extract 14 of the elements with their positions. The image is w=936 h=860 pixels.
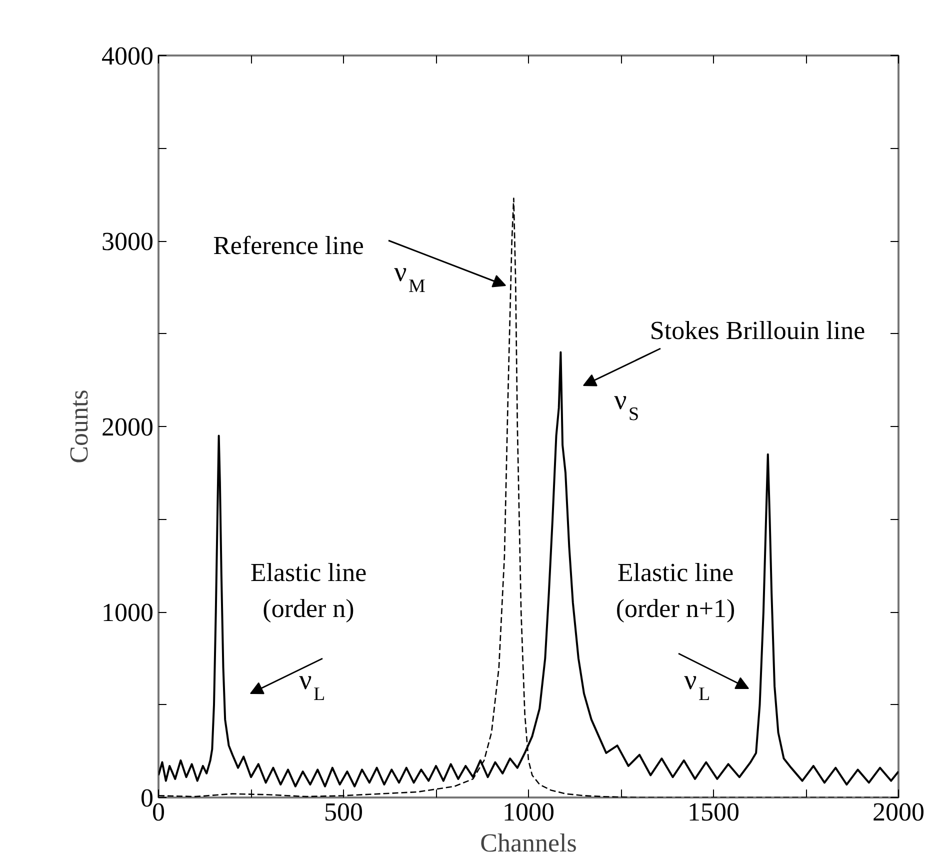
annotation: Reference line bbox=[213, 231, 364, 260]
annotation: Stokes Brillouin line bbox=[650, 316, 866, 345]
y-tick-label: 3000 bbox=[102, 227, 154, 256]
y-tick-label: 4000 bbox=[102, 42, 154, 70]
annotation: Elastic line (order n) bbox=[250, 558, 367, 624]
x-tick-label: 1000 bbox=[502, 798, 554, 826]
y-axis-title: Counts bbox=[64, 390, 94, 464]
annotation: Elastic line (order n+1) bbox=[616, 558, 736, 624]
y-tick-label: 1000 bbox=[102, 598, 154, 627]
x-axis-title: Channels bbox=[480, 828, 577, 858]
x-tick-label: 500 bbox=[324, 798, 363, 826]
x-tick-label: 1500 bbox=[688, 798, 740, 826]
y-tick-label: 2000 bbox=[102, 412, 154, 442]
x-tick-label: 2000 bbox=[872, 798, 924, 826]
